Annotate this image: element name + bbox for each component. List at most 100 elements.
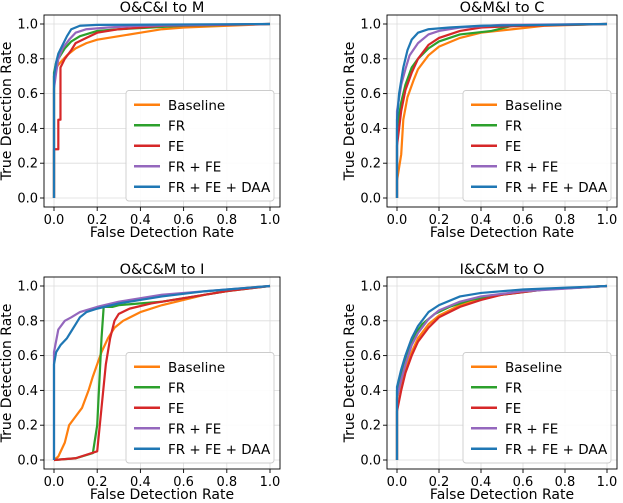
x-axis-label: False Detection Rate bbox=[430, 487, 574, 503]
x-tick-label: 0.6 bbox=[173, 213, 194, 228]
series-line-fr-fe-daa bbox=[395, 22, 608, 198]
x-tick-label: 1.0 bbox=[260, 475, 281, 490]
x-tick-label: 0.6 bbox=[513, 213, 534, 228]
x-tick-label: 0.0 bbox=[44, 213, 65, 228]
y-tick-label: 0.6 bbox=[17, 349, 38, 364]
x-axis-label: False Detection Rate bbox=[90, 487, 234, 503]
x-tick-label: 0.2 bbox=[87, 213, 108, 228]
legend-label: Baseline bbox=[168, 360, 225, 376]
series-line-fr-fe bbox=[52, 22, 271, 198]
legend-label: FE bbox=[168, 401, 184, 417]
y-tick-label: 0.6 bbox=[17, 87, 38, 102]
legend-label: FR + FE bbox=[505, 159, 558, 175]
y-tick-label: 1.0 bbox=[360, 18, 381, 33]
legend-label: FR + FE + DAA bbox=[505, 180, 608, 196]
y-tick-label: 0.2 bbox=[360, 157, 381, 172]
legend: Baseline FR FE FR + FE FR + FE + DAA bbox=[125, 90, 275, 202]
panel-title: O&M&I to C bbox=[460, 0, 545, 16]
y-tick-label: 0.8 bbox=[360, 314, 381, 329]
x-tick-label: 1.0 bbox=[260, 213, 281, 228]
legend-label: FR + FE + DAA bbox=[168, 442, 271, 458]
y-tick-label: 1.0 bbox=[17, 280, 38, 295]
x-tick-label: 0.4 bbox=[471, 213, 492, 228]
plot-frame bbox=[43, 276, 281, 470]
legend-label: FR bbox=[168, 380, 185, 396]
x-tick-label: 1.0 bbox=[597, 475, 618, 490]
plot-frame bbox=[386, 276, 618, 470]
legend: Baseline FR FE FR + FE FR + FE + DAA bbox=[125, 352, 275, 464]
legend-label: FR + FE bbox=[168, 159, 221, 175]
series-line-baseline bbox=[395, 22, 608, 198]
x-tick-label: 0.4 bbox=[471, 475, 492, 490]
legend-box bbox=[125, 352, 275, 464]
y-tick-label: 1.0 bbox=[360, 280, 381, 295]
x-tick-label: 0.2 bbox=[429, 213, 450, 228]
x-tick-label: 0.8 bbox=[555, 475, 576, 490]
series-line-fe bbox=[53, 284, 271, 462]
y-axis-label: True Detection Rate bbox=[342, 42, 358, 182]
y-tick-label: 0.6 bbox=[360, 87, 381, 102]
legend-label: FR + FE bbox=[505, 421, 558, 437]
legend-label: Baseline bbox=[168, 98, 225, 114]
panel-title: O&C&I to M bbox=[120, 0, 205, 16]
y-axis-label: True Detection Rate bbox=[0, 304, 15, 444]
legend: Baseline FR FE FR + FE FR + FE + DAA bbox=[462, 90, 612, 202]
y-tick-label: 0.2 bbox=[17, 157, 38, 172]
x-tick-label: 0.0 bbox=[387, 213, 408, 228]
x-tick-label: 0.0 bbox=[44, 475, 65, 490]
y-tick-label: 0.4 bbox=[17, 384, 38, 399]
panel-title: I&C&M to O bbox=[460, 262, 545, 278]
x-tick-label: 0.8 bbox=[216, 213, 237, 228]
y-tick-label: 0.8 bbox=[17, 52, 38, 67]
legend-box bbox=[125, 90, 275, 202]
y-tick-label: 0.4 bbox=[360, 122, 381, 137]
x-tick-label: 1.0 bbox=[597, 213, 618, 228]
legend-label: Baseline bbox=[505, 360, 562, 376]
y-axis-label: True Detection Rate bbox=[0, 42, 15, 182]
y-tick-label: 0.2 bbox=[17, 419, 38, 434]
series-line-fr-fe bbox=[52, 284, 271, 460]
x-tick-label: 0.0 bbox=[387, 475, 408, 490]
roc-panel-2: 0.0 0.2 0.4 0.6 0.8 1.0 0.0 0.2 0.4 0.6 0.8 1.0 O&M&… bbox=[342, 0, 618, 241]
roc-panel-3: 0.0 0.2 0.4 0.6 0.8 1.0 0.0 0.2 0.4 0.6 0.8 1.0 O&C&… bbox=[0, 262, 281, 503]
x-tick-label: 0.2 bbox=[429, 475, 450, 490]
x-tick-label: 0.2 bbox=[87, 475, 108, 490]
series-line-fr-fe bbox=[395, 284, 608, 460]
legend: Baseline FR FE FR + FE FR + FE + DAA bbox=[462, 352, 612, 464]
y-tick-label: 0.2 bbox=[360, 419, 381, 434]
y-tick-label: 0.4 bbox=[360, 384, 381, 399]
legend-label: FE bbox=[505, 401, 521, 417]
y-tick-label: 0.0 bbox=[360, 192, 381, 207]
series-line-fr-fe-daa bbox=[52, 284, 271, 460]
legend-label: FR bbox=[505, 380, 522, 396]
legend-box bbox=[462, 352, 612, 464]
y-tick-label: 0.8 bbox=[17, 314, 38, 329]
x-tick-label: 0.4 bbox=[130, 213, 151, 228]
plot-frame bbox=[386, 14, 618, 208]
legend-label: FR + FE + DAA bbox=[505, 442, 608, 458]
y-tick-label: 0.8 bbox=[360, 52, 381, 67]
series-line-fe bbox=[395, 22, 608, 198]
y-tick-label: 1.0 bbox=[17, 18, 38, 33]
roc-panel-1: 0.0 0.2 0.4 0.6 0.8 1.0 0.0 0.2 0.4 0.6 0.8 1.0 O&C&… bbox=[0, 0, 281, 241]
legend-box bbox=[462, 90, 612, 202]
legend-label: FE bbox=[505, 139, 521, 155]
legend-label: FR bbox=[168, 118, 185, 134]
x-tick-label: 0.6 bbox=[513, 475, 534, 490]
y-tick-label: 0.6 bbox=[360, 349, 381, 364]
x-tick-label: 0.8 bbox=[555, 213, 576, 228]
y-tick-label: 0.0 bbox=[360, 454, 381, 469]
series-line-fr-fe-daa bbox=[52, 22, 271, 198]
y-tick-label: 0.0 bbox=[17, 454, 38, 469]
x-axis-label: False Detection Rate bbox=[90, 225, 234, 241]
y-tick-label: 0.0 bbox=[17, 192, 38, 207]
legend-label: FR + FE + DAA bbox=[168, 180, 271, 196]
roc-panel-4: 0.0 0.2 0.4 0.6 0.8 1.0 0.0 0.2 0.4 0.6 0.8 1.0 I&C&… bbox=[342, 262, 618, 503]
y-tick-label: 0.4 bbox=[17, 122, 38, 137]
series-line-fe bbox=[52, 22, 271, 198]
x-axis-label: False Detection Rate bbox=[430, 225, 574, 241]
plot-frame bbox=[43, 14, 281, 208]
series-line-fr-fe-daa bbox=[395, 284, 608, 460]
x-tick-label: 0.6 bbox=[173, 475, 194, 490]
